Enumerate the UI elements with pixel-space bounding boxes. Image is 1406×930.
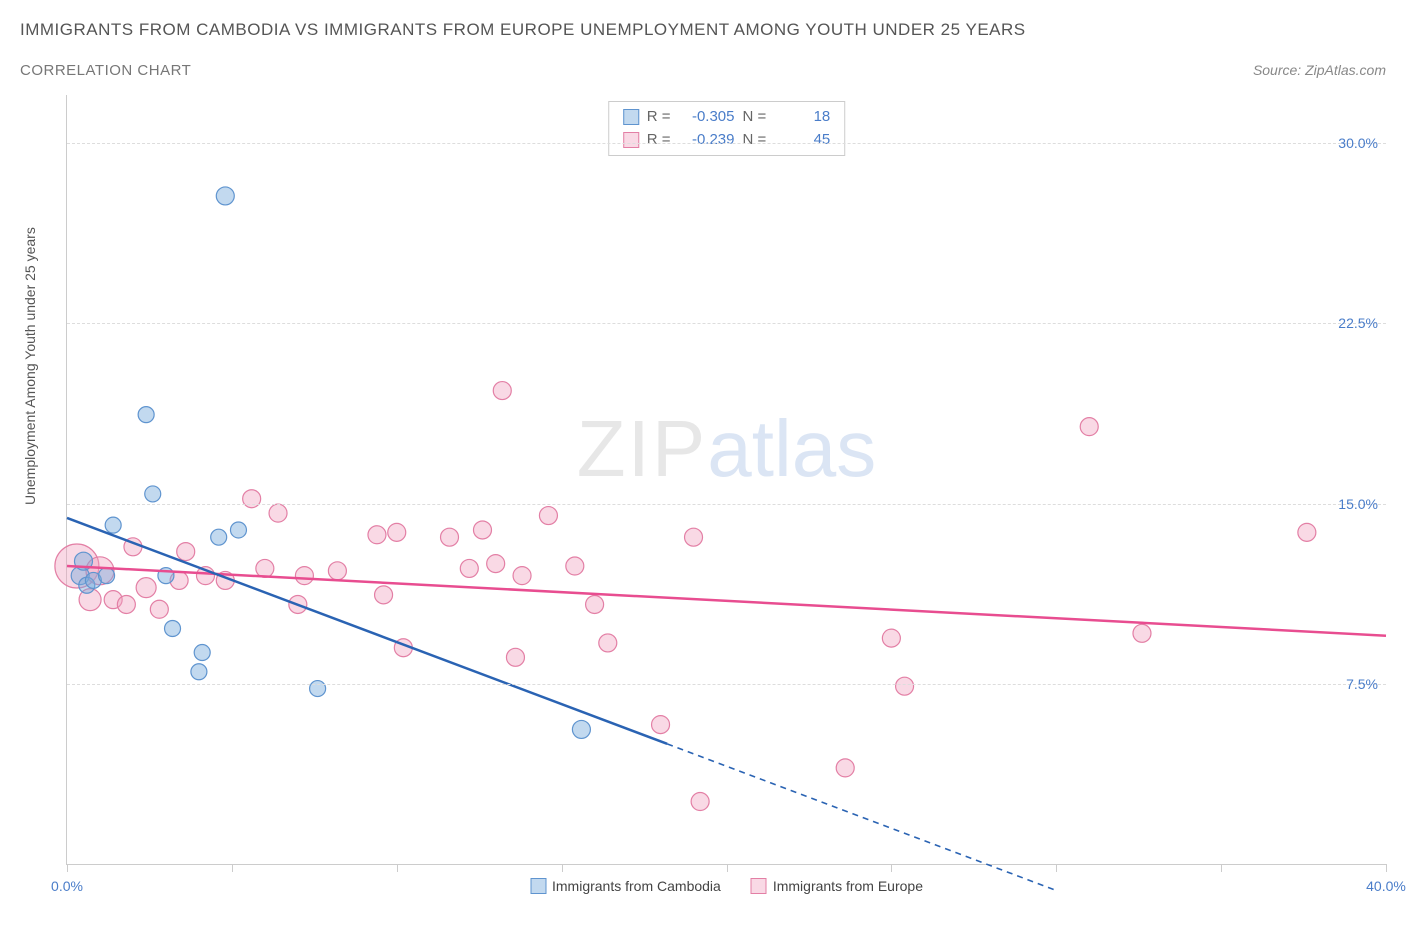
trendline-cambodia [67,518,667,744]
point-europe [691,793,709,811]
point-europe [150,600,168,618]
gridline [67,143,1386,144]
trendline-cambodia-extrapolated [667,744,1056,891]
point-cambodia [216,187,234,205]
x-tick [67,864,68,872]
point-cambodia [105,517,121,533]
corr-n-cambodia: 18 [774,106,830,129]
chart-subtitle: CORRELATION CHART [20,62,191,79]
x-tick-min: 0.0% [51,878,83,894]
x-tick [1056,864,1057,872]
point-europe [487,555,505,573]
correlation-row-europe: R = -0.239 N = 45 [623,129,831,152]
point-europe [513,567,531,585]
x-tick [1221,864,1222,872]
point-europe [441,528,459,546]
point-europe [243,490,261,508]
gridline [67,504,1386,505]
legend-item-europe: Immigrants from Europe [751,878,923,894]
point-cambodia [165,620,181,636]
point-europe [375,586,393,604]
point-europe [599,634,617,652]
point-cambodia [191,664,207,680]
x-tick [397,864,398,872]
x-tick [562,864,563,872]
point-cambodia [572,720,590,738]
legend-item-cambodia: Immigrants from Cambodia [530,878,721,894]
x-tick-max: 40.0% [1366,878,1406,894]
source-attribution: Source: ZipAtlas.com [1253,62,1386,78]
point-europe [256,559,274,577]
legend-label-europe: Immigrants from Europe [773,878,923,894]
chart-title: IMMIGRANTS FROM CAMBODIA VS IMMIGRANTS F… [20,20,1026,40]
point-europe [882,629,900,647]
x-tick [1386,864,1387,872]
corr-r-europe: -0.239 [679,129,735,152]
corr-n-label: N = [743,129,767,152]
legend-swatch-europe [751,878,767,894]
point-europe [1298,523,1316,541]
corr-n-europe: 45 [774,129,830,152]
point-europe [539,507,557,525]
point-europe [836,759,854,777]
point-cambodia [211,529,227,545]
x-tick [727,864,728,872]
correlation-row-cambodia: R = -0.305 N = 18 [623,106,831,129]
x-tick [891,864,892,872]
point-europe [566,557,584,575]
correlation-box: R = -0.305 N = 18 R = -0.239 N = 45 [608,101,846,156]
plot-area: ZIPatlas R = -0.305 N = 18 R = -0.239 N … [66,95,1386,865]
point-europe [136,578,156,598]
point-europe [388,523,406,541]
point-europe [652,716,670,734]
gridline [67,323,1386,324]
y-tick-label: 15.0% [1338,496,1378,512]
bottom-legend: Immigrants from Cambodia Immigrants from… [530,878,923,894]
legend-swatch-cambodia [530,878,546,894]
trendline-europe [67,566,1386,636]
y-tick-label: 7.5% [1346,676,1378,692]
point-cambodia [145,486,161,502]
point-europe [586,595,604,613]
point-europe [1133,624,1151,642]
legend-label-cambodia: Immigrants from Cambodia [552,878,721,894]
point-cambodia [194,645,210,661]
swatch-cambodia [623,109,639,125]
chart-container: Unemployment Among Youth under 25 years … [20,95,1386,895]
point-europe [328,562,346,580]
point-europe [1080,418,1098,436]
corr-n-label: N = [743,106,767,129]
point-europe [117,595,135,613]
point-europe [506,648,524,666]
y-axis-label: Unemployment Among Youth under 25 years [22,485,38,505]
corr-r-label: R = [647,106,671,129]
point-europe [368,526,386,544]
point-cambodia [230,522,246,538]
point-cambodia [138,407,154,423]
corr-r-label: R = [647,129,671,152]
y-tick-label: 30.0% [1338,135,1378,151]
point-europe [177,543,195,561]
point-europe [493,382,511,400]
gridline [67,684,1386,685]
scatter-svg [67,95,1386,864]
corr-r-cambodia: -0.305 [679,106,735,129]
y-tick-label: 22.5% [1338,315,1378,331]
point-europe [685,528,703,546]
point-europe [295,567,313,585]
swatch-europe [623,132,639,148]
point-cambodia [99,568,115,584]
point-europe [269,504,287,522]
point-europe [896,677,914,695]
point-europe [460,559,478,577]
x-tick [232,864,233,872]
point-europe [473,521,491,539]
